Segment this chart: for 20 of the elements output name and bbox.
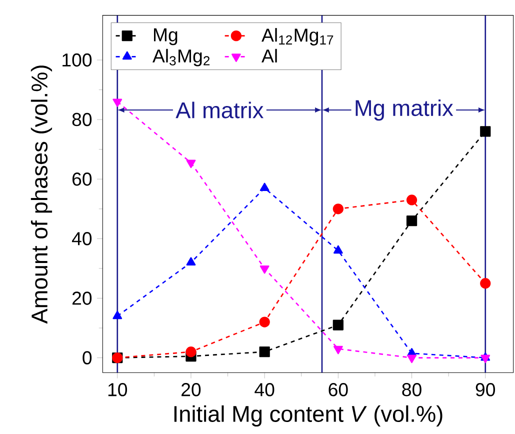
x-tick-label: 10	[108, 383, 128, 396]
x-axis-title: Initial Mg content V (vol.%)	[174, 405, 442, 426]
y-tick-label: 20	[72, 292, 92, 305]
y-tick-label: 80	[72, 112, 92, 126]
y-tick-label: 100	[62, 53, 92, 67]
y-tick-label: 60	[72, 172, 92, 186]
x-tick-label: 80	[402, 383, 422, 396]
annotation: Al matrix	[176, 102, 264, 118]
y-tick-label: 40	[72, 232, 92, 246]
x-tick-label: 40	[254, 383, 274, 396]
annotation: Mg matrix	[356, 99, 454, 121]
x-tick-label: 20	[182, 383, 201, 396]
y-tick-label: 0	[82, 351, 92, 364]
legend-label: Al$_{3}$Mg$_{2}$	[152, 48, 210, 66]
x-tick-label: 90	[476, 383, 496, 396]
x-tick-label: 60	[328, 383, 348, 396]
legend-label: Al$_{12}$Mg$_{17}$	[262, 28, 334, 46]
legend-label: Mg	[154, 28, 178, 46]
y-axis-title: Amount of phases (vol.%)	[30, 66, 52, 324]
legend-label: Al	[262, 48, 277, 62]
